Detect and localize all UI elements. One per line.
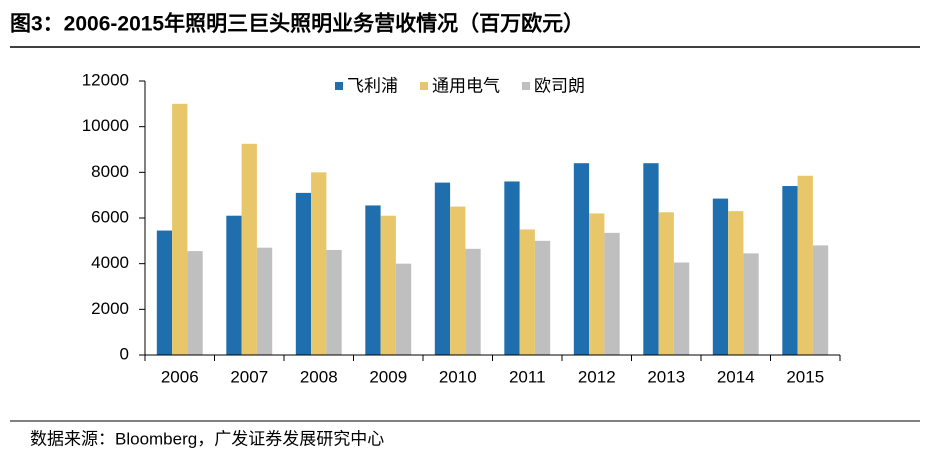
x-tick-label: 2009 [369, 367, 407, 386]
bar [589, 213, 605, 355]
bar [380, 215, 396, 355]
bar [573, 163, 590, 355]
x-tick-label: 2007 [230, 367, 268, 386]
legend-swatch [335, 82, 343, 90]
bar [172, 103, 188, 355]
bar [395, 263, 412, 355]
bar [504, 181, 520, 355]
bar [241, 143, 257, 355]
chart-title: 图3：2006-2015年照明三巨头照明业务营收情况（百万欧元） [10, 12, 584, 36]
bar [365, 205, 381, 355]
bar [743, 253, 759, 355]
bar [465, 248, 481, 355]
x-tick-label: 2013 [647, 367, 685, 386]
legend-label: 欧司朗 [534, 76, 585, 95]
bar [295, 192, 312, 355]
legend-label: 通用电气 [432, 76, 500, 95]
bar [450, 206, 466, 355]
bar [519, 229, 535, 355]
bar [434, 182, 451, 355]
x-tick-label: 2008 [300, 367, 338, 386]
y-tick-label: 6000 [91, 207, 129, 226]
bar [643, 163, 659, 355]
bar [782, 186, 798, 355]
y-tick-label: 12000 [82, 70, 129, 89]
x-tick-label: 2014 [717, 367, 755, 386]
y-tick-label: 0 [120, 344, 129, 363]
bar [326, 249, 342, 355]
bar [604, 232, 620, 355]
bar [728, 211, 744, 355]
y-tick-label: 4000 [91, 253, 129, 272]
bar [256, 247, 273, 355]
bar [658, 212, 674, 355]
legend-swatch [420, 82, 428, 90]
source-note: 数据来源：Bloomberg，广发证券发展研究中心 [30, 429, 384, 448]
bar [797, 175, 813, 355]
bar [187, 251, 203, 355]
legend-label: 飞利浦 [347, 76, 398, 95]
bar [673, 262, 690, 355]
bar [712, 198, 729, 355]
bar [226, 215, 242, 355]
x-tick-label: 2011 [509, 367, 546, 386]
legend-swatch [522, 82, 530, 90]
bar [534, 240, 551, 355]
x-tick-label: 2012 [578, 367, 616, 386]
y-tick-label: 2000 [91, 299, 129, 318]
bar [156, 230, 173, 355]
x-tick-label: 2015 [786, 367, 824, 386]
x-tick-label: 2006 [161, 367, 199, 386]
y-tick-label: 10000 [82, 116, 129, 135]
bar [812, 245, 829, 355]
bar [311, 172, 327, 355]
y-tick-label: 8000 [91, 162, 129, 181]
x-tick-label: 2010 [439, 367, 477, 386]
